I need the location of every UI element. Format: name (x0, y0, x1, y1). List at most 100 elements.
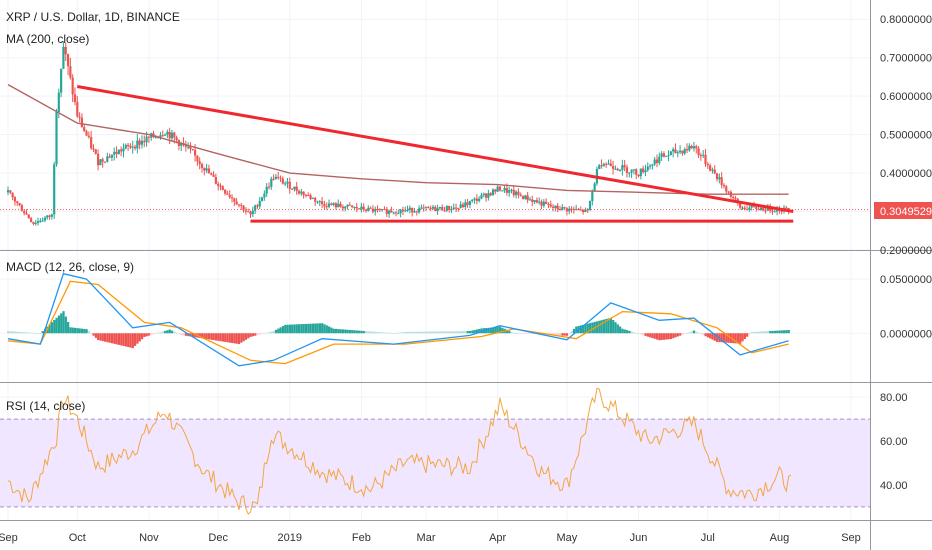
price-tag: 0.3049529 (874, 202, 932, 219)
macd-histogram-bar (649, 333, 652, 338)
macd-histogram-bar (579, 325, 582, 334)
macd-histogram-bar (175, 332, 178, 334)
macd-histogram-bar (159, 332, 162, 334)
candle-body (397, 213, 400, 215)
macd-histogram-bar (127, 333, 130, 348)
candle-body (9, 190, 12, 193)
x-tick-label: Sep (841, 532, 861, 544)
candle-body (87, 135, 90, 138)
macd-histogram-bar (235, 333, 238, 344)
candle-body (646, 166, 649, 171)
candle-body (586, 209, 589, 211)
macd-histogram-bar (376, 332, 379, 334)
macd-histogram-bar (311, 323, 315, 334)
macd-histogram-bar (519, 333, 522, 334)
macd-histogram-bar (284, 324, 287, 334)
macd-histogram-bar (489, 327, 492, 334)
candle-body (113, 151, 116, 155)
macd-histogram-bar (605, 318, 608, 334)
price-axis-area[interactable] (870, 0, 932, 550)
candle-body (517, 191, 520, 195)
time-axis-area[interactable] (0, 520, 870, 550)
candle-body (36, 221, 40, 224)
macd-histogram-bar (725, 333, 728, 343)
candle-body (131, 146, 134, 148)
macd-histogram-bar (281, 326, 285, 334)
macd-histogram-bar (709, 333, 712, 339)
candle-body (588, 201, 592, 210)
candle-body (228, 194, 231, 198)
macd-histogram-bar (480, 328, 483, 334)
macd-histogram-bar (205, 333, 208, 340)
candle-body (309, 195, 312, 199)
macd-histogram-bar (556, 333, 559, 336)
candle-body (533, 200, 536, 202)
candle-body (662, 153, 666, 157)
macd-histogram-bar (764, 331, 767, 334)
candle-body (780, 210, 783, 212)
macd-histogram-bar (198, 333, 201, 338)
candle-body (503, 187, 506, 191)
macd-histogram-bar (501, 327, 504, 334)
candle-body (323, 203, 326, 207)
candle-body (53, 164, 56, 215)
macd-histogram-bar (87, 331, 91, 334)
macd-histogram-bar (244, 333, 248, 340)
macd-histogram-bar (672, 333, 675, 339)
macd-histogram-bar (99, 333, 102, 341)
macd-histogram-bar (101, 333, 104, 342)
candle-body (25, 213, 28, 215)
macd-tick-label: 0.0500000 (880, 274, 932, 286)
candle-body (180, 142, 183, 146)
macd-histogram-bar (651, 333, 654, 339)
candle-body (237, 204, 241, 206)
macd-histogram-bar (37, 333, 40, 334)
macd-histogram-bar (621, 328, 624, 334)
candle-body (258, 200, 261, 207)
candle-body (193, 150, 197, 156)
candle-body (496, 186, 499, 192)
candle-body (577, 209, 580, 211)
macd-histogram-bar (459, 331, 462, 334)
macd-histogram-bar (750, 332, 753, 334)
macd-histogram-bar (508, 330, 511, 334)
candle-body (184, 144, 187, 147)
price-pane[interactable] (0, 0, 870, 250)
candle-body (175, 137, 178, 141)
candle-body (667, 155, 670, 157)
macd-histogram-bar (57, 315, 61, 334)
candle-body (230, 197, 234, 199)
macd-histogram-bar (528, 333, 532, 334)
macd-histogram-bar (339, 329, 342, 334)
macd-histogram-bar (415, 331, 418, 334)
macd-histogram-bar (182, 333, 185, 336)
legend-layer: XRP / U.S. Dollar, 1D, BINANCE MA (200, … (6, 10, 180, 413)
candle-body (267, 186, 271, 188)
macd-histogram-bar (434, 331, 437, 334)
candle-body (251, 210, 254, 215)
candle-body (325, 206, 328, 208)
candle-body (161, 135, 164, 137)
candle-body (219, 185, 222, 187)
macd-histogram-bar (655, 333, 659, 340)
candle-body (554, 205, 557, 208)
x-tick-label: Mar (417, 532, 436, 544)
macd-histogram-bar (441, 331, 444, 334)
candle-body (549, 204, 552, 207)
candle-body (351, 205, 354, 208)
macd-histogram-bar (295, 324, 298, 334)
macd-histogram-bar (748, 333, 751, 335)
candle-body (346, 204, 349, 207)
macd-histogram-bar (173, 331, 176, 334)
candle-body (290, 188, 294, 190)
macd-histogram-bar (690, 331, 693, 334)
candle-body (651, 164, 654, 166)
candle-body (210, 173, 213, 175)
macd-histogram-bar (388, 332, 391, 334)
candle-body (612, 166, 615, 169)
macd-pane[interactable] (0, 252, 870, 382)
macd-histogram-bar (773, 330, 776, 334)
candle-body (648, 165, 652, 167)
